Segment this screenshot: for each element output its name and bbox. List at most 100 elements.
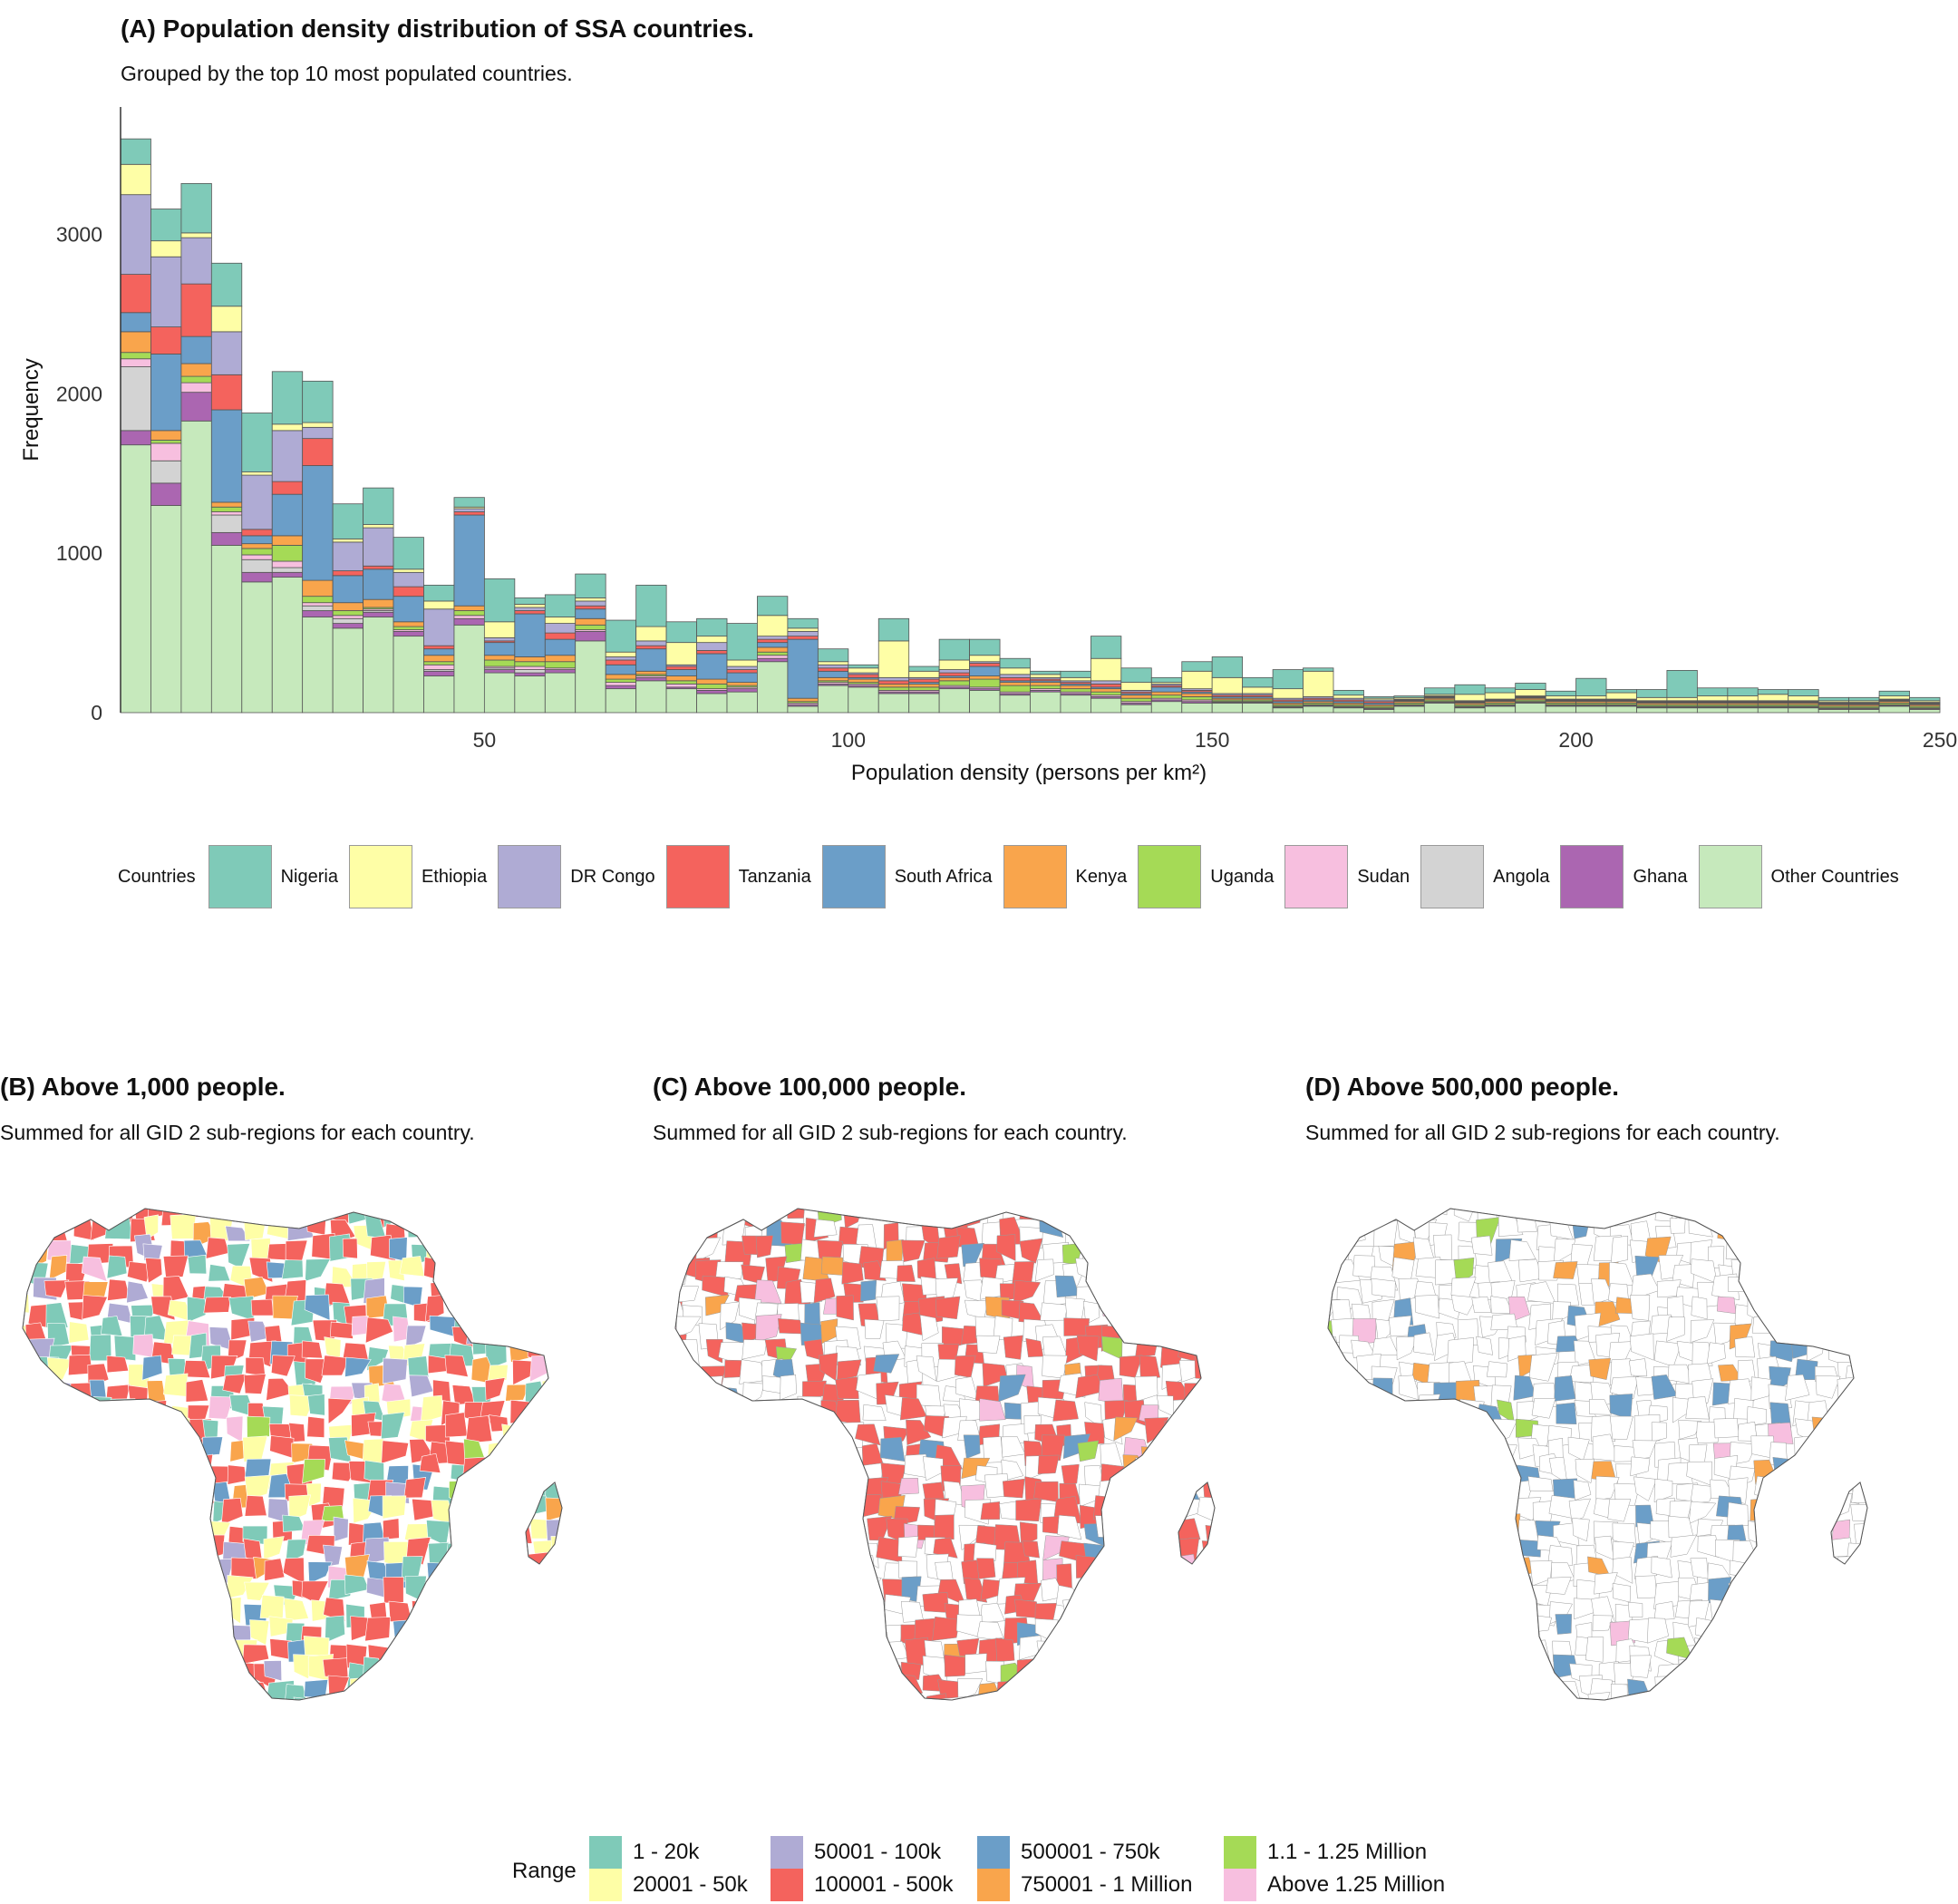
legend-item-kenya: Kenya (1003, 845, 1139, 908)
bar-segment-tanzania (908, 678, 940, 684)
sub-region (976, 1558, 996, 1579)
sub-region (1515, 1637, 1540, 1657)
sub-region (1137, 1573, 1162, 1601)
sub-region (1136, 1209, 1160, 1218)
sub-region (1792, 1209, 1815, 1228)
sub-region (1022, 1540, 1040, 1559)
sub-region (1798, 1565, 1822, 1588)
sub-region (307, 1701, 332, 1709)
sub-region (1354, 1475, 1372, 1501)
sub-region (704, 1664, 732, 1689)
sub-region (204, 1596, 233, 1617)
legend-item-nigeria: Nigeria (208, 845, 349, 908)
sub-region (901, 1239, 926, 1263)
sub-region (1876, 1422, 1897, 1443)
sub-region (1856, 1639, 1867, 1667)
bar-segment-tanzania (180, 283, 212, 337)
bar-segment-ethiopia (575, 597, 606, 602)
bar-segment-nigeria (938, 638, 970, 661)
sub-region (1389, 1444, 1415, 1472)
sub-region (444, 1412, 468, 1438)
bar-segment-uganda (514, 661, 546, 667)
sub-region (53, 1540, 74, 1557)
sub-region (1138, 1699, 1159, 1700)
sub-region (1693, 1655, 1719, 1679)
range-item-1-1-1-25-million: 1.1 - 1.25 Million (1224, 1836, 1427, 1869)
sub-region (107, 1662, 135, 1685)
bar-segment-kenya (241, 543, 273, 549)
sub-region (1489, 1595, 1515, 1622)
sub-region (1828, 1419, 1854, 1440)
sub-region (1709, 1696, 1737, 1700)
sub-region (109, 1484, 131, 1511)
sub-region (684, 1441, 704, 1467)
sub-region (1769, 1641, 1797, 1666)
bar-segment-dr-congo (332, 541, 364, 571)
bar-segment-nigeria (271, 371, 304, 425)
sub-region (1472, 1418, 1489, 1444)
sub-region (784, 1514, 814, 1542)
sub-region (1226, 1565, 1245, 1587)
legend-swatch (1138, 845, 1202, 908)
sub-region (193, 1574, 218, 1595)
bar-segment-kenya (210, 501, 243, 508)
sub-region (1082, 1665, 1103, 1690)
sub-region (922, 1591, 949, 1613)
bar-segment-nigeria (1333, 689, 1364, 696)
bar-segment-nigeria (1242, 676, 1274, 688)
bar-segment-kenya (332, 602, 364, 611)
sub-region (1328, 1495, 1349, 1513)
bar-segment-south-africa (817, 670, 849, 678)
sub-region (742, 1635, 764, 1660)
sub-region (569, 1574, 595, 1601)
bar-segment-dr-congo (423, 608, 455, 646)
sub-region (817, 1536, 838, 1555)
range-item-1-20k: 1 - 20k (589, 1836, 699, 1869)
sub-region (23, 1223, 30, 1250)
sub-region (1002, 1478, 1025, 1499)
bar-segment-sudan (120, 358, 151, 367)
sub-region (549, 1255, 562, 1280)
sub-region (1791, 1514, 1818, 1532)
bar-segment-tanzania (332, 570, 364, 577)
bar-segment-nigeria (1757, 689, 1789, 695)
sub-region (1328, 1597, 1342, 1619)
bar-segment-nigeria (1120, 667, 1152, 683)
sub-region (51, 1572, 73, 1597)
sub-region (1555, 1614, 1572, 1635)
sub-region (1609, 1415, 1633, 1440)
sub-region (1754, 1475, 1784, 1501)
sub-region (49, 1380, 72, 1398)
sub-region (504, 1645, 528, 1667)
sub-region (1478, 1641, 1505, 1659)
sub-region (143, 1214, 159, 1240)
sub-region (1557, 1283, 1580, 1307)
sub-region (228, 1209, 254, 1217)
sub-region (132, 1334, 155, 1358)
sub-region (104, 1417, 131, 1440)
sub-region (1816, 1604, 1841, 1627)
sub-region (33, 1625, 60, 1650)
sub-region (1224, 1400, 1243, 1418)
bar-segment-kenya (575, 617, 606, 626)
sub-region (26, 1435, 50, 1460)
sub-region (301, 1340, 324, 1359)
sub-region (683, 1486, 709, 1505)
sub-region (1788, 1572, 1810, 1600)
sub-region (880, 1436, 906, 1462)
sub-region (1770, 1209, 1791, 1221)
sub-region (524, 1454, 546, 1483)
sub-region (505, 1384, 530, 1402)
bar-segment-tanzania (969, 663, 1001, 667)
sub-region (1158, 1442, 1184, 1468)
sub-region (1328, 1376, 1342, 1404)
sub-region (681, 1225, 703, 1248)
sub-region (906, 1419, 932, 1446)
sub-region (184, 1639, 207, 1656)
sub-region (1332, 1363, 1350, 1390)
bar-segment-south-africa (453, 514, 485, 607)
sub-region (1084, 1576, 1111, 1598)
sub-region (1437, 1503, 1463, 1524)
sub-region (1490, 1621, 1517, 1639)
sub-region (1163, 1320, 1184, 1344)
